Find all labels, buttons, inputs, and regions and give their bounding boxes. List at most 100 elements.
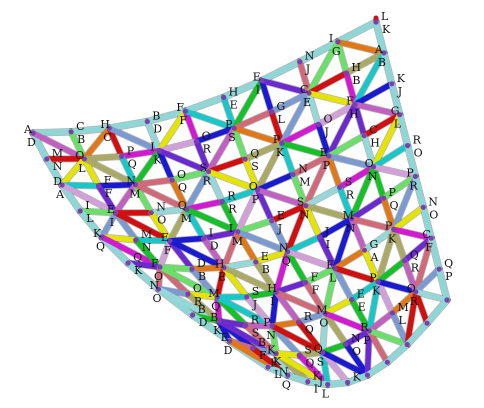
vertex-label: O <box>407 282 416 295</box>
vertex-label: F <box>312 284 320 297</box>
lattice-node <box>113 210 119 216</box>
vertex-label: O <box>352 345 361 358</box>
strut <box>95 183 119 216</box>
vertex-label: C <box>300 83 308 96</box>
vertex-label: N <box>156 201 166 214</box>
strut <box>156 147 175 183</box>
vertex-label: H <box>370 137 380 150</box>
strut <box>132 181 190 212</box>
vertex-label: A <box>23 123 33 136</box>
strut <box>189 264 227 272</box>
strut <box>157 238 173 270</box>
strut <box>279 140 296 178</box>
strut <box>183 206 241 235</box>
strut <box>81 125 112 162</box>
lattice-node <box>185 291 191 297</box>
border-strut <box>220 77 265 101</box>
vertex-label: J <box>252 298 257 311</box>
vertex-label: S <box>297 196 305 209</box>
border-strut <box>436 266 450 303</box>
vertex-label: N <box>300 209 310 222</box>
strut <box>81 153 125 162</box>
strut <box>316 234 338 272</box>
strut <box>205 125 237 175</box>
strut <box>366 278 381 334</box>
border-strut <box>304 378 331 388</box>
vertex-label: R <box>411 262 420 275</box>
strut <box>273 289 302 325</box>
strut <box>391 226 408 264</box>
vertex-label: F <box>311 271 319 284</box>
vertex-label: Q <box>178 199 187 212</box>
lattice-node <box>405 143 411 149</box>
vertex-label: N <box>428 195 438 208</box>
strut <box>155 264 163 292</box>
vertex-label: M <box>343 209 354 222</box>
strut <box>370 111 403 170</box>
strut <box>118 153 139 188</box>
lattice-node <box>227 338 233 344</box>
border-strut <box>189 312 233 344</box>
strut <box>332 265 355 303</box>
strut <box>413 235 434 295</box>
strut <box>325 153 343 191</box>
vertex-label: K <box>276 146 285 159</box>
border-strut <box>424 297 450 327</box>
strut <box>205 168 225 205</box>
vertex-label: H <box>229 85 239 98</box>
lattice-node <box>169 177 175 183</box>
vertex-label: Q <box>211 300 220 313</box>
vertex-label: I <box>329 32 333 45</box>
strut <box>183 206 207 242</box>
lattice-node <box>337 184 343 190</box>
vertex-label: N <box>346 222 356 235</box>
strut <box>413 289 430 326</box>
vertex-label: Q <box>410 249 419 262</box>
lattice-node <box>389 310 396 316</box>
vertex-label: I <box>314 383 318 396</box>
vertex-label: R <box>194 295 203 308</box>
strut <box>106 125 125 160</box>
vertex-label: K <box>213 324 222 337</box>
vertex-label: K <box>273 355 282 368</box>
border-strut <box>68 125 113 135</box>
lattice-node <box>106 125 112 131</box>
vertex-label: O <box>202 129 211 142</box>
lattice-node <box>420 204 426 210</box>
lattice-node <box>156 148 162 154</box>
vertex-label: D <box>153 123 162 136</box>
strut <box>182 108 200 145</box>
strut-layer <box>29 15 451 389</box>
lattice-node <box>315 122 322 128</box>
vertex-label: K <box>153 154 162 167</box>
strut <box>302 202 355 222</box>
strut <box>352 101 367 139</box>
lattice-node <box>44 156 50 162</box>
strut <box>361 247 381 285</box>
vertex-label: J <box>305 63 310 76</box>
vertex-label: O <box>75 149 84 162</box>
strut <box>133 237 163 270</box>
strut <box>242 322 275 329</box>
vertex-label: A <box>55 188 65 201</box>
lattice-node <box>397 112 403 118</box>
vertex-label: J <box>324 126 329 139</box>
lattice-node <box>296 319 302 325</box>
vertex-label: N <box>298 163 308 176</box>
lattice-node <box>133 237 139 243</box>
vertex-label: B <box>262 263 270 276</box>
vertex-label: N <box>53 160 63 173</box>
vertex-label: O <box>429 208 438 221</box>
strut <box>332 247 368 272</box>
strut <box>391 204 427 233</box>
lattice-node <box>119 153 125 159</box>
border-strut <box>344 372 371 386</box>
strut <box>214 264 227 300</box>
vertex-label: G <box>332 45 341 58</box>
strut <box>244 294 275 329</box>
border-strut <box>324 379 351 388</box>
vertex-label: M <box>208 287 219 300</box>
lattice-node <box>320 349 326 355</box>
vertex-label: A <box>370 251 380 264</box>
vertex-label: F <box>425 241 433 254</box>
